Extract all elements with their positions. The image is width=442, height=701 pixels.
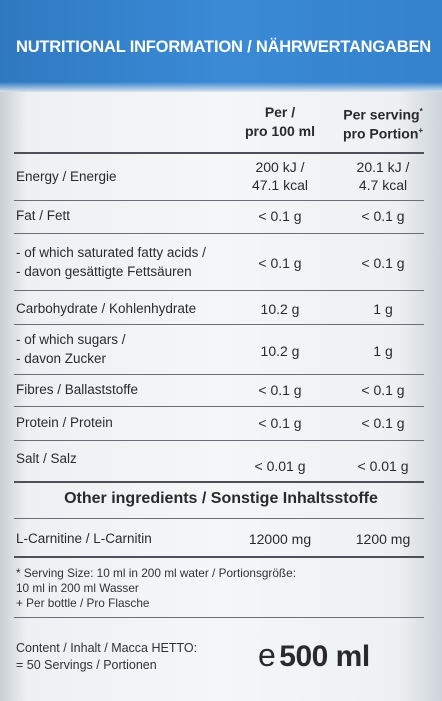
footnote-serving-size-de: 10 ml in 200 ml Wasser (16, 581, 139, 595)
row-salt-serving: < 0.01 g (357, 458, 409, 474)
footnote-serving-size: * Serving Size: 10 ml in 200 ml water / … (16, 566, 296, 580)
header-fade (0, 82, 442, 92)
row-energy-serving-line2: 4.7 kcal (358, 177, 408, 193)
row-divider (14, 324, 424, 325)
col-per-100ml-line2: pro 100 ml (244, 123, 316, 139)
row-saturated-name-line2: - davon gesättigte Fettsäuren (16, 264, 192, 279)
col-per-serving-text: Per serving (343, 106, 420, 123)
row-carbohydrate-per: 10.2 g (260, 301, 300, 317)
col-per-serving-line2: pro Portion+ (333, 122, 433, 143)
portion-plus-mark: + (418, 126, 424, 135)
col-per-100ml-line1: Per / (264, 104, 296, 120)
row-protein-name: Protein / Protein (16, 415, 113, 430)
footnote-rule (14, 556, 424, 558)
footnote-per-bottle: + Per bottle / Pro Flasche (16, 596, 150, 610)
net-volume: e 500 ml (258, 637, 438, 674)
row-carnitine-serving: 1200 mg (355, 531, 411, 547)
content-label-line2: = 50 Servings / Portionen (16, 658, 157, 672)
row-saturated-per: < 0.1 g (258, 255, 302, 271)
row-saturated-name-line1: - of which saturated fatty acids / (16, 245, 206, 260)
row-saturated-serving: < 0.1 g (361, 255, 405, 271)
row-carbohydrate-serving: 1 g (373, 301, 393, 317)
row-carnitine-name: L-Carnitine / L-Carnitin (16, 531, 152, 546)
row-fat-serving: < 0.1 g (361, 208, 405, 224)
header-rule (14, 152, 424, 154)
row-fibres-name: Fibres / Ballaststoffe (16, 382, 139, 397)
row-divider (14, 406, 424, 407)
row-energy-per-line1: 200 kJ / (255, 159, 305, 175)
col-per-serving-line1: Per serving* (333, 103, 433, 124)
row-sugars-serving: 1 g (373, 343, 393, 359)
row-sugars-per: 10.2 g (260, 343, 300, 359)
row-salt-name: Salt / Salz (16, 451, 77, 466)
volume-value: 500 ml (279, 640, 370, 673)
content-label-line1: Content / Inhalt / Macca HETTO: (16, 641, 198, 655)
row-fat-per: < 0.1 g (258, 208, 302, 224)
estimated-sign: e (258, 637, 276, 673)
row-divider (14, 518, 424, 519)
row-fibres-per: < 0.1 g (258, 382, 302, 398)
row-divider (14, 233, 424, 234)
row-energy-serving-line1: 20.1 kJ / (356, 159, 410, 175)
col-pro-portion-text: pro Portion (342, 125, 419, 142)
row-sugars-name-line2: - davon Zucker (16, 351, 107, 366)
row-carbohydrate-name: Carbohydrate / Kohlenhydrate (16, 301, 197, 316)
other-ingredients-heading: Other ingredients / Sonstige Inhaltsstof… (64, 490, 378, 507)
content-rule (14, 617, 424, 618)
row-carnitine-per: 12000 mg (248, 531, 312, 547)
header-band: NUTRITIONAL INFORMATION / NÄHRWERTANGABE… (0, 0, 442, 92)
row-divider (14, 200, 424, 201)
row-divider (14, 290, 424, 291)
row-fibres-serving: < 0.1 g (361, 382, 405, 398)
header-title: NUTRITIONAL INFORMATION / NÄHRWERTANGABE… (16, 38, 431, 56)
row-divider (14, 481, 424, 483)
row-protein-serving: < 0.1 g (361, 415, 405, 431)
serving-asterisk: * (419, 107, 423, 116)
row-energy-per-line2: 47.1 kcal (251, 177, 309, 193)
row-protein-per: < 0.1 g (258, 415, 302, 431)
row-divider (14, 374, 424, 375)
row-divider (14, 440, 424, 441)
row-energy-name: Energy / Energie (16, 169, 117, 184)
row-fat-name: Fat / Fett (16, 208, 71, 223)
row-salt-per: < 0.01 g (254, 458, 306, 474)
row-sugars-name-line1: - of which sugars / (16, 332, 126, 347)
